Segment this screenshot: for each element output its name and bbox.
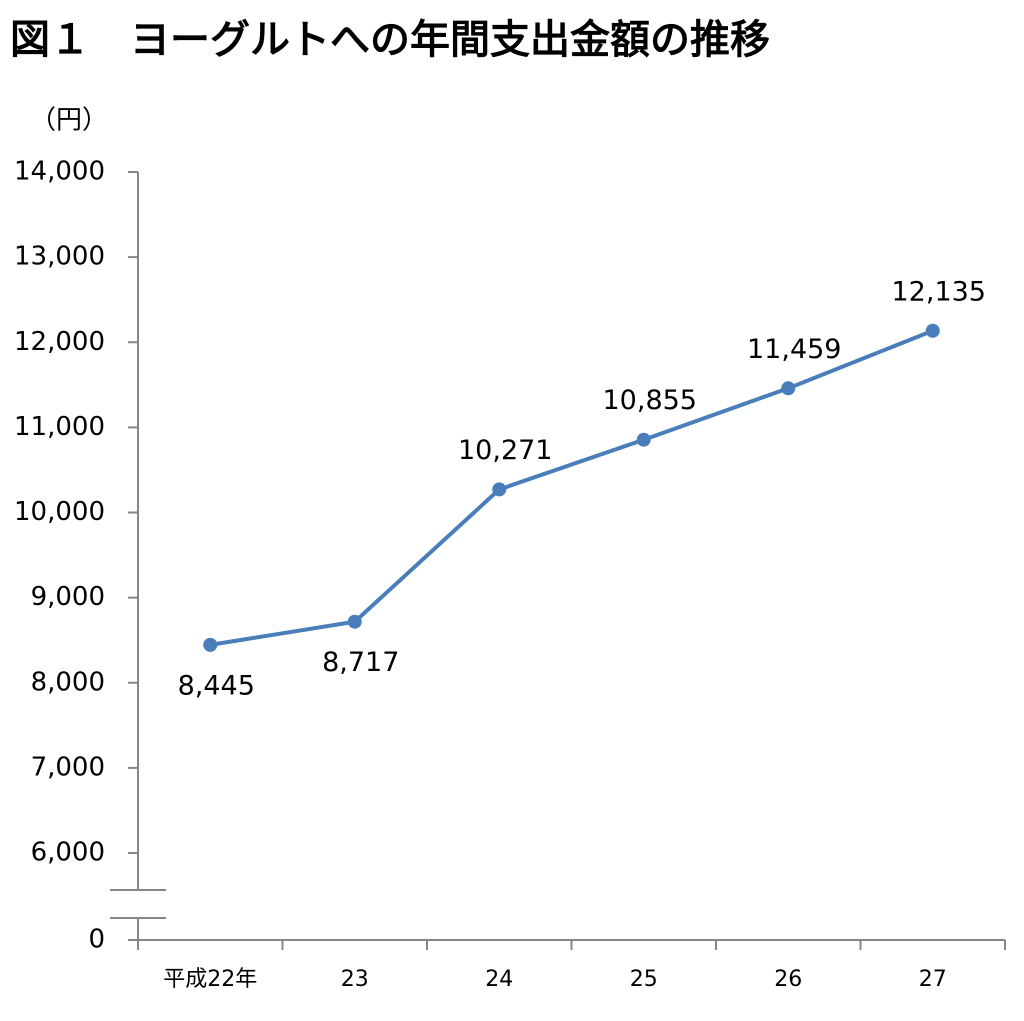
marker <box>492 482 507 497</box>
x-tick-label: 平成22年 <box>163 967 257 992</box>
x-tick-label: 24 <box>485 967 513 992</box>
data-label: 8,445 <box>178 670 255 701</box>
x-tick-label: 23 <box>341 967 369 992</box>
marker <box>347 614 362 629</box>
marker <box>203 637 218 652</box>
x-tick-label: 26 <box>774 967 802 992</box>
marker <box>781 381 796 396</box>
y-unit-label: （円） <box>30 106 108 136</box>
x-tick-label: 27 <box>919 967 947 992</box>
y-tick-label: 9,000 <box>31 582 105 612</box>
y-tick-label: 8,000 <box>31 667 105 697</box>
data-label: 11,459 <box>747 334 841 365</box>
y-tick-label: 12,000 <box>14 327 105 357</box>
data-label: 12,135 <box>892 276 986 307</box>
marker <box>925 323 940 338</box>
chart-title: 図１ ヨーグルトへの年間支出金額の推移 <box>10 17 770 63</box>
y-tick-label: 0 <box>88 925 105 955</box>
y-tick-label: 13,000 <box>14 242 105 272</box>
y-tick-label: 10,000 <box>14 497 105 527</box>
x-tick-label: 25 <box>630 967 658 992</box>
y-tick-label: 7,000 <box>31 752 105 782</box>
marker <box>636 432 651 447</box>
y-tick-label: 6,000 <box>31 838 105 868</box>
line <box>209 328 934 647</box>
data-label: 10,855 <box>603 385 697 416</box>
data-label: 10,271 <box>458 435 552 466</box>
y-tick-label: 14,000 <box>14 157 105 187</box>
data-label: 8,717 <box>322 647 399 678</box>
y-tick-label: 11,000 <box>14 412 105 442</box>
